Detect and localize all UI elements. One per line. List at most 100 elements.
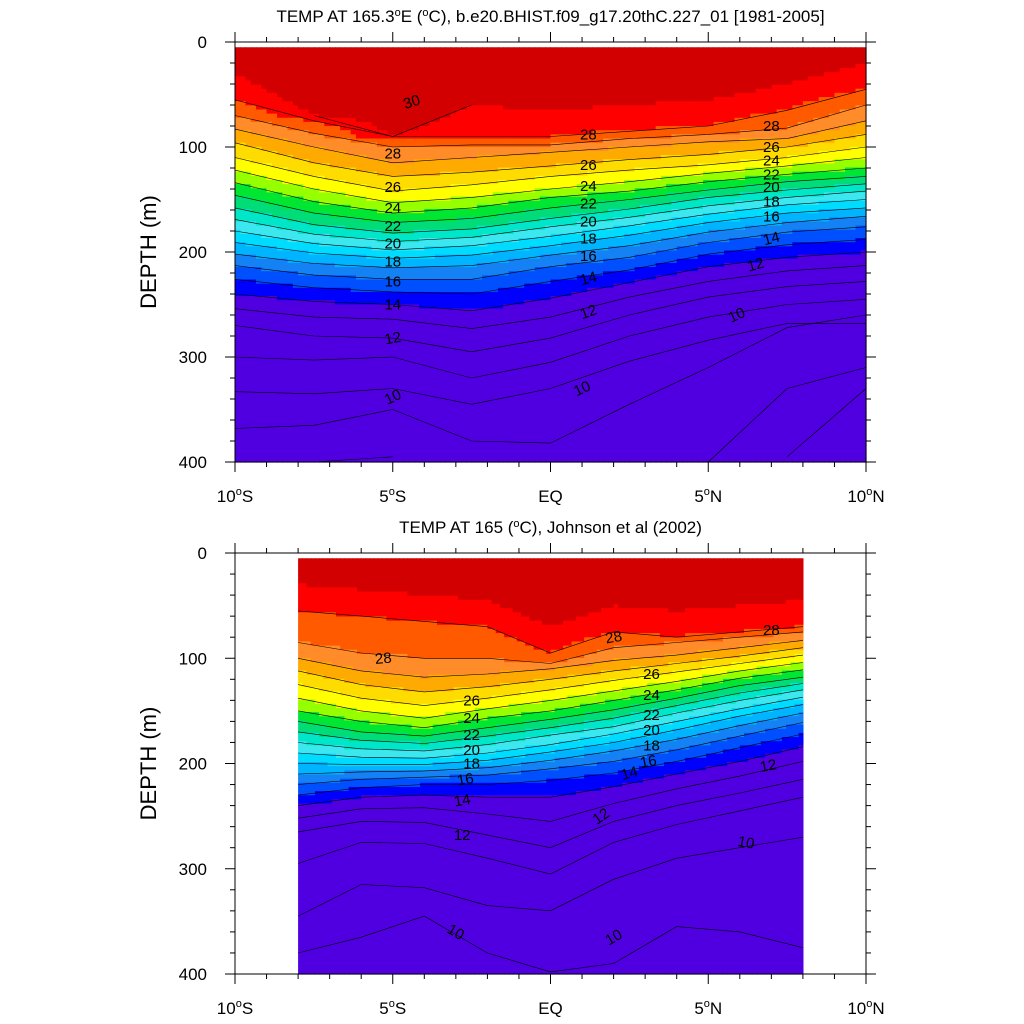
contour-cell xyxy=(298,275,304,280)
contour-cell xyxy=(409,288,415,293)
contour-cell xyxy=(351,317,357,322)
contour-cell xyxy=(414,64,420,69)
contour-cell xyxy=(340,267,346,272)
contour-cell xyxy=(240,47,246,52)
contour-cell xyxy=(267,230,273,235)
contour-cell xyxy=(424,97,430,102)
contour-cell xyxy=(251,300,257,305)
contour-cell xyxy=(330,64,336,69)
contour-cell xyxy=(298,85,304,90)
contour-cell xyxy=(466,408,472,413)
contour-cell xyxy=(466,130,472,135)
contour-cell xyxy=(282,346,288,351)
contour-cell xyxy=(261,205,267,210)
contour-cell xyxy=(466,416,472,421)
contour-cell xyxy=(235,56,241,61)
contour-cell xyxy=(298,329,304,334)
contour-cell xyxy=(256,433,262,438)
contour-cell xyxy=(256,238,262,243)
contour-cell xyxy=(424,309,430,314)
contour-cell xyxy=(445,255,451,260)
contour-cell xyxy=(351,321,357,326)
contour-cell xyxy=(461,56,467,61)
contour-cell xyxy=(456,284,462,289)
contour-cell xyxy=(403,197,409,202)
contour-cell xyxy=(440,450,446,455)
contour-cell xyxy=(235,105,241,110)
contour-cell xyxy=(387,105,393,110)
contour-cell xyxy=(461,416,467,421)
contour-cell xyxy=(261,209,267,214)
contour-cell xyxy=(303,421,309,426)
contour-cell xyxy=(440,85,446,90)
contour-cell xyxy=(324,304,330,309)
contour-cell xyxy=(351,250,357,255)
contour-cell xyxy=(466,329,472,334)
contour-cell xyxy=(430,313,436,318)
contour-cell xyxy=(251,64,257,69)
contour-cell xyxy=(309,433,315,438)
contour-cell xyxy=(324,93,330,98)
contour-cell xyxy=(451,450,457,455)
contour-cell xyxy=(430,217,436,222)
contour-cell xyxy=(493,151,499,156)
contour-cell xyxy=(340,454,346,459)
contour-cell xyxy=(361,387,367,392)
contour-cell xyxy=(377,180,383,185)
contour-cell xyxy=(319,338,325,343)
contour-cell xyxy=(482,197,488,202)
contour-cell xyxy=(487,246,493,251)
contour-cell xyxy=(235,221,241,226)
contour-cell xyxy=(261,358,267,363)
contour-cell xyxy=(272,445,278,450)
contour-cell xyxy=(340,346,346,351)
contour-cell xyxy=(314,259,320,264)
contour-cell xyxy=(345,118,351,123)
contour-cell xyxy=(424,172,430,177)
contour-cell xyxy=(246,350,252,355)
contour-cell xyxy=(298,263,304,268)
contour-cell xyxy=(309,416,315,421)
contour-cell xyxy=(288,72,294,77)
contour-cell xyxy=(293,201,299,206)
contour-cell xyxy=(246,421,252,426)
contour-cell xyxy=(288,250,294,255)
contour-cell xyxy=(340,130,346,135)
contour-cell xyxy=(240,338,246,343)
contour-cell xyxy=(430,280,436,285)
contour-cell xyxy=(319,400,325,405)
contour-cell xyxy=(424,304,430,309)
contour-cell xyxy=(314,429,320,434)
contour-cell xyxy=(482,172,488,177)
contour-cell xyxy=(482,408,488,413)
contour-cell xyxy=(261,155,267,160)
contour-cell xyxy=(424,421,430,426)
contour-cell xyxy=(366,280,372,285)
contour-cell xyxy=(482,292,488,297)
contour-cell xyxy=(272,192,278,197)
contour-cell xyxy=(356,85,362,90)
contour-cell xyxy=(309,325,315,330)
contour-cell xyxy=(256,317,262,322)
contour-cell xyxy=(414,85,420,90)
contour-cell xyxy=(335,130,341,135)
contour-cell xyxy=(314,454,320,459)
contour-cell xyxy=(251,80,257,85)
contour-cell xyxy=(340,188,346,193)
contour-cell xyxy=(461,362,467,367)
contour-cell xyxy=(267,375,273,380)
contour-cell xyxy=(235,338,241,343)
contour-cell xyxy=(272,379,278,384)
contour-cell xyxy=(424,246,430,251)
contour-cell xyxy=(361,338,367,343)
contour-cell xyxy=(430,304,436,309)
contour-cell xyxy=(451,188,457,193)
contour-cell xyxy=(414,433,420,438)
contour-cell xyxy=(272,321,278,326)
contour-cell xyxy=(445,76,451,81)
contour-cell xyxy=(435,130,441,135)
contour-cell xyxy=(493,367,499,372)
contour-cell xyxy=(451,404,457,409)
contour-cell xyxy=(330,284,336,289)
contour-cell xyxy=(235,109,241,114)
